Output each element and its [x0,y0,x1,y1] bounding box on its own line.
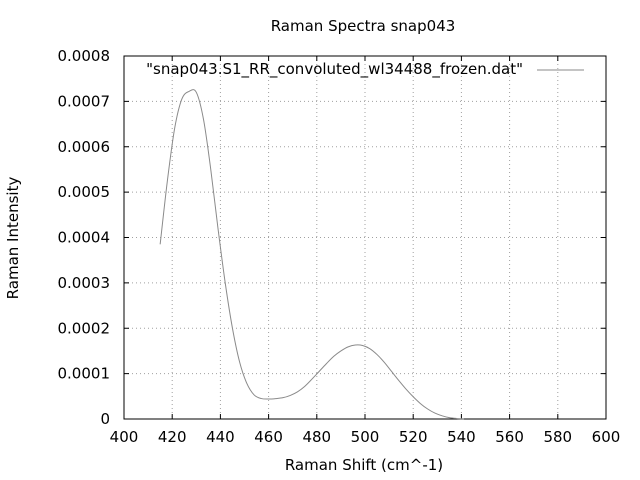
y-tick-label: 0 [100,410,110,428]
y-tick-label: 0.0005 [58,183,111,201]
series-line [159,89,464,420]
grid [124,56,606,419]
y-axis-label: Raman Intensity [4,177,22,300]
y-tick-label: 0.0007 [58,92,111,110]
x-tick-label: 560 [495,428,524,446]
x-tick-label: 500 [351,428,380,446]
x-tick-label: 600 [592,428,621,446]
x-tick-label: 440 [206,428,235,446]
y-tick-label: 0.0006 [58,138,111,156]
x-axis-label: Raman Shift (cm^-1) [285,456,443,474]
x-tick-label: 400 [110,428,139,446]
x-tick-label: 460 [254,428,283,446]
x-tick-label: 540 [447,428,476,446]
y-tick-label: 0.0002 [58,319,111,337]
series-group [159,89,464,420]
x-tick-label: 580 [543,428,572,446]
x-tick-label: 520 [399,428,428,446]
x-tick-label: 480 [302,428,331,446]
y-tick-label: 0.0004 [58,229,111,247]
y-tick-label: 0.0008 [58,47,111,65]
plot-frame [123,55,607,420]
y-tick-label: 0.0001 [58,365,111,383]
legend: "snap043.S1_RR_convoluted_wl34488_frozen… [146,60,584,79]
x-tick-labels: 400 420 440 460 480 500 520 540 560 580 600 [110,428,621,446]
y-tick-label: 0.0003 [58,274,111,292]
legend-label: "snap043.S1_RR_convoluted_wl34488_frozen… [146,60,523,79]
y-tick-labels: 0 0.0001 0.0002 0.0003 0.0004 0.0005 0.0006 0.0… [58,47,111,428]
x-tick-label: 420 [158,428,187,446]
chart-title: Raman Spectra snap043 [271,17,456,35]
